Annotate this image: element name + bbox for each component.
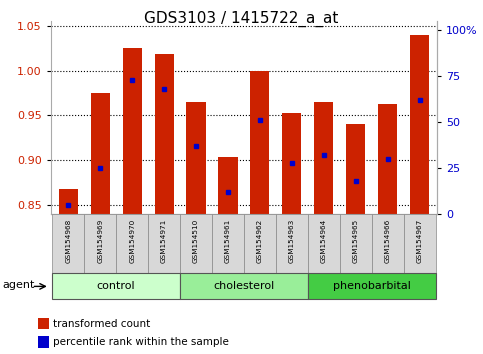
- Text: phenobarbital: phenobarbital: [333, 281, 411, 291]
- Bar: [308, 214, 340, 273]
- Bar: [123, 48, 142, 214]
- Bar: [314, 102, 333, 214]
- Text: GSM154962: GSM154962: [257, 218, 263, 263]
- Text: transformed count: transformed count: [54, 319, 151, 329]
- Bar: [38, 318, 49, 329]
- Bar: [180, 214, 212, 273]
- Bar: [52, 273, 180, 299]
- Bar: [148, 214, 180, 273]
- Bar: [308, 273, 436, 299]
- Bar: [378, 104, 397, 214]
- Bar: [404, 214, 436, 273]
- Bar: [186, 102, 206, 214]
- Bar: [59, 189, 78, 214]
- Bar: [276, 214, 308, 273]
- Text: GSM154966: GSM154966: [384, 218, 391, 263]
- Text: GDS3103 / 1415722_a_at: GDS3103 / 1415722_a_at: [144, 11, 339, 27]
- Bar: [84, 214, 116, 273]
- Text: GSM154970: GSM154970: [129, 218, 135, 263]
- Text: GSM154963: GSM154963: [289, 218, 295, 263]
- Bar: [218, 157, 238, 214]
- Bar: [340, 214, 371, 273]
- Text: GSM154964: GSM154964: [321, 218, 327, 263]
- Bar: [244, 214, 276, 273]
- Text: GSM154510: GSM154510: [193, 218, 199, 263]
- Bar: [116, 214, 148, 273]
- Bar: [410, 35, 429, 214]
- Bar: [250, 72, 270, 214]
- Text: cholesterol: cholesterol: [213, 281, 274, 291]
- Text: GSM154965: GSM154965: [353, 218, 359, 263]
- Bar: [212, 214, 244, 273]
- Bar: [282, 113, 301, 214]
- Bar: [155, 55, 174, 214]
- Text: GSM154969: GSM154969: [97, 218, 103, 263]
- Bar: [346, 125, 365, 214]
- Bar: [52, 214, 84, 273]
- Bar: [38, 336, 49, 348]
- Text: GSM154968: GSM154968: [65, 218, 71, 263]
- Text: control: control: [97, 281, 136, 291]
- Text: percentile rank within the sample: percentile rank within the sample: [54, 337, 229, 347]
- Text: GSM154961: GSM154961: [225, 218, 231, 263]
- Bar: [371, 214, 404, 273]
- Text: GSM154971: GSM154971: [161, 218, 167, 263]
- Text: GSM154967: GSM154967: [416, 218, 423, 263]
- Text: agent: agent: [2, 280, 35, 290]
- Bar: [91, 93, 110, 214]
- Bar: [180, 273, 308, 299]
